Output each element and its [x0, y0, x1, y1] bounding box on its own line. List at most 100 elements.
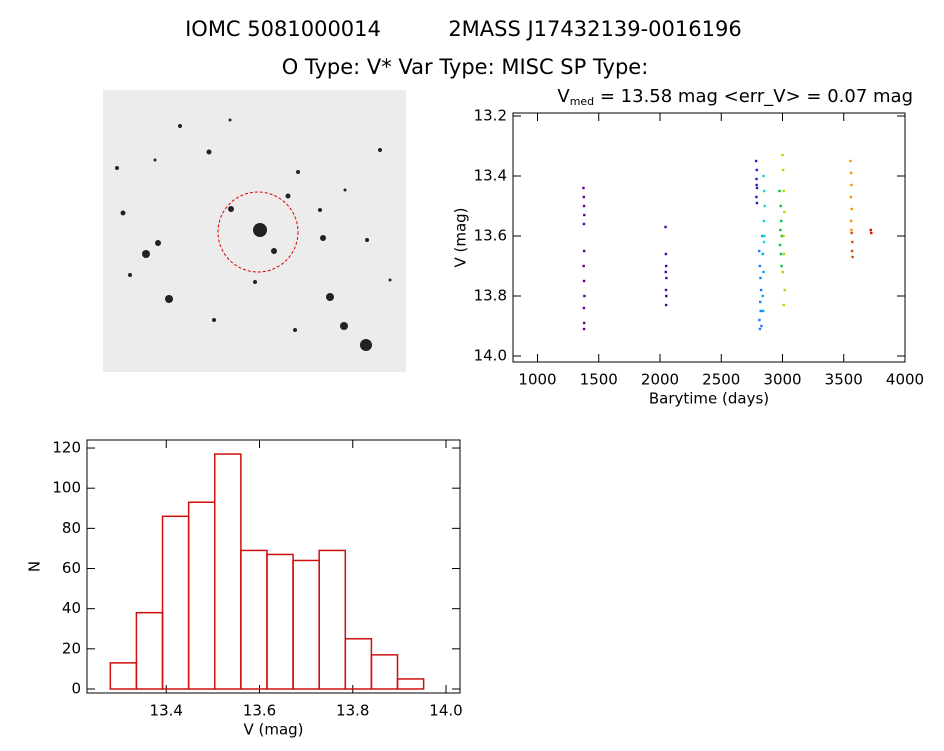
data-point: [582, 264, 585, 268]
aperture-circle: [217, 191, 299, 273]
data-point: [582, 249, 586, 253]
data-point: [849, 195, 853, 199]
data-point: [664, 225, 667, 229]
data-point: [582, 327, 586, 331]
data-point: [761, 252, 765, 256]
data-point: [761, 294, 764, 298]
data-point: [781, 168, 785, 172]
data-point: [783, 288, 786, 292]
data-point: [582, 306, 586, 310]
data-point: [762, 219, 766, 223]
header-line2: O Type: V* Var Type: MISC SP Type:: [282, 55, 649, 79]
data-point: [761, 309, 765, 313]
histogram-bar: [344, 638, 373, 690]
chart-title: Vmed = 13.58 mag <err_V> = 0.07 mag: [557, 86, 913, 108]
header-id2: 2MASS J17432139-0016196: [448, 17, 741, 41]
histogram-bar: [135, 611, 164, 690]
data-point: [762, 174, 765, 178]
y-axis-label: V (mag): [452, 207, 470, 267]
data-point: [782, 252, 786, 256]
data-point: [755, 183, 758, 187]
data-point: [778, 189, 781, 193]
histogram-bar: [187, 501, 216, 690]
y-tick-label: 100: [52, 479, 81, 497]
x-tick-label: 2000: [641, 371, 679, 389]
data-point: [664, 264, 668, 268]
data-point: [755, 186, 759, 190]
y-tick-label: 0: [71, 679, 81, 697]
data-point: [778, 243, 782, 247]
data-point: [760, 324, 763, 328]
x-tick-label: 13.6: [243, 702, 276, 720]
data-point: [665, 294, 668, 298]
data-point: [850, 249, 854, 253]
x-tick-label: 13.4: [150, 702, 183, 720]
data-point: [782, 189, 785, 193]
data-point: [850, 231, 853, 235]
x-tick-label: 14.0: [429, 702, 462, 720]
data-point: [583, 213, 586, 217]
x-tick-label: 3500: [825, 371, 863, 389]
data-point: [758, 264, 762, 268]
x-axis-label: V (mag): [243, 721, 303, 739]
y-tick-label: 40: [62, 599, 81, 617]
data-point: [781, 270, 785, 274]
x-tick-label: 4000: [886, 371, 924, 389]
data-point: [780, 264, 783, 268]
data-point: [780, 219, 783, 223]
x-tick-label: 3000: [763, 371, 801, 389]
x-tick-label: 1000: [518, 371, 556, 389]
y-tick-label: 13.8: [474, 287, 507, 305]
y-tick-label: 13.2: [474, 107, 507, 125]
data-point: [754, 159, 758, 163]
y-tick-label: 20: [62, 639, 81, 657]
plot-frame: [86, 439, 461, 694]
data-point: [755, 201, 759, 205]
data-point: [665, 276, 668, 280]
data-point: [782, 303, 785, 307]
x-axis-label: Barytime (days): [649, 390, 769, 408]
y-tick-label: 14.0: [474, 347, 507, 365]
data-point: [851, 240, 854, 244]
data-point: [583, 294, 586, 298]
plot-frame: [512, 112, 906, 363]
data-point: [869, 228, 872, 232]
data-point: [582, 195, 586, 199]
data-point: [664, 270, 667, 274]
data-point: [870, 231, 873, 235]
y-tick-label: 13.4: [474, 167, 507, 185]
histogram-bar: [266, 553, 294, 690]
data-point: [762, 240, 766, 244]
title-v: V: [557, 86, 570, 107]
histogram-bar: [370, 654, 399, 690]
x-tick-label: 13.8: [336, 702, 369, 720]
data-point: [782, 234, 785, 238]
data-point: [758, 318, 761, 322]
data-point: [761, 234, 764, 238]
x-tick-label: 1500: [580, 371, 618, 389]
histogram-bar: [214, 453, 242, 690]
data-point: [779, 228, 782, 232]
histogram-bar: [161, 515, 190, 690]
data-point: [783, 210, 786, 214]
data-point: [849, 219, 853, 223]
data-point: [762, 270, 765, 274]
data-point: [759, 300, 762, 304]
data-point: [582, 279, 586, 283]
data-point: [779, 204, 782, 208]
data-point: [759, 288, 763, 292]
data-point: [664, 252, 668, 256]
data-point: [763, 204, 766, 208]
histogram-bar: [292, 559, 320, 690]
x-tick-label: 2500: [702, 371, 740, 389]
data-point: [849, 159, 852, 163]
data-point: [755, 177, 758, 181]
data-point: [582, 321, 586, 325]
data-point: [755, 168, 758, 172]
stars: [115, 118, 392, 351]
y-tick-label: 60: [62, 559, 81, 577]
data-point: [664, 303, 668, 307]
y-tick-label: 120: [52, 439, 81, 457]
data-point: [763, 234, 766, 238]
